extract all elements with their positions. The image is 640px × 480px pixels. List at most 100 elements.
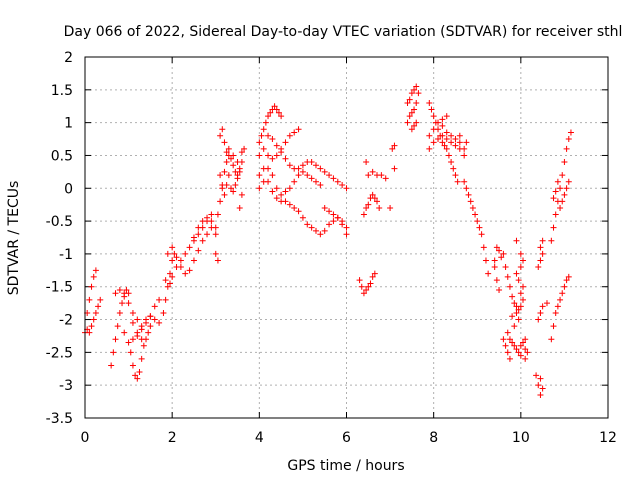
data-point bbox=[286, 132, 293, 139]
data-point bbox=[548, 336, 555, 343]
data-point bbox=[212, 231, 219, 238]
data-point bbox=[515, 306, 522, 313]
data-point bbox=[517, 290, 524, 297]
data-point bbox=[559, 290, 566, 297]
data-point bbox=[308, 159, 315, 166]
data-point bbox=[256, 152, 263, 159]
data-point bbox=[221, 191, 228, 198]
data-point bbox=[217, 172, 224, 179]
data-point bbox=[295, 172, 302, 179]
data-point bbox=[343, 185, 350, 192]
data-point bbox=[260, 145, 267, 152]
data-point bbox=[365, 201, 372, 208]
data-point bbox=[452, 172, 459, 179]
y-tick-label: -1.5 bbox=[46, 280, 73, 296]
data-point bbox=[550, 224, 557, 231]
data-point bbox=[511, 342, 518, 349]
data-point bbox=[326, 208, 333, 215]
data-point bbox=[524, 349, 531, 356]
data-point bbox=[125, 339, 132, 346]
data-point bbox=[151, 316, 158, 323]
data-point bbox=[513, 346, 520, 353]
data-point bbox=[269, 188, 276, 195]
data-point bbox=[367, 280, 374, 287]
data-point bbox=[164, 283, 171, 290]
data-point bbox=[378, 172, 385, 179]
data-point bbox=[369, 273, 376, 280]
data-point bbox=[565, 273, 572, 280]
data-point bbox=[260, 178, 267, 185]
data-point bbox=[511, 300, 518, 307]
data-point bbox=[443, 113, 450, 120]
data-point bbox=[151, 303, 158, 310]
x-tick-label: 10 bbox=[512, 430, 530, 446]
data-point bbox=[498, 254, 505, 261]
data-point bbox=[291, 129, 298, 136]
data-point bbox=[317, 165, 324, 172]
data-point bbox=[334, 214, 341, 221]
data-point bbox=[121, 329, 128, 336]
data-point bbox=[86, 329, 93, 336]
data-point bbox=[539, 385, 546, 392]
data-point bbox=[559, 172, 566, 179]
data-point bbox=[430, 139, 437, 146]
data-point bbox=[550, 195, 557, 202]
data-point bbox=[312, 162, 319, 169]
data-point bbox=[127, 349, 134, 356]
data-point bbox=[171, 250, 178, 257]
data-point bbox=[461, 178, 468, 185]
data-point bbox=[557, 185, 564, 192]
data-point bbox=[223, 181, 230, 188]
data-point bbox=[228, 155, 235, 162]
data-point bbox=[195, 247, 202, 254]
data-point bbox=[217, 198, 224, 205]
data-point bbox=[299, 214, 306, 221]
data-point bbox=[282, 188, 289, 195]
data-point bbox=[565, 136, 572, 143]
data-point bbox=[563, 145, 570, 152]
data-point bbox=[463, 185, 470, 192]
data-point bbox=[476, 224, 483, 231]
data-point bbox=[330, 218, 337, 225]
data-point bbox=[406, 96, 413, 103]
data-point bbox=[321, 227, 328, 234]
data-point bbox=[88, 283, 95, 290]
data-point bbox=[278, 191, 285, 198]
data-point bbox=[125, 300, 132, 307]
data-point bbox=[136, 369, 143, 376]
data-point bbox=[537, 257, 544, 264]
data-point bbox=[389, 145, 396, 152]
data-point bbox=[509, 313, 516, 320]
data-point bbox=[190, 257, 197, 264]
data-point bbox=[265, 132, 272, 139]
data-point bbox=[554, 303, 561, 310]
data-point bbox=[406, 113, 413, 120]
data-point bbox=[517, 342, 524, 349]
data-point bbox=[443, 145, 450, 152]
data-point bbox=[317, 181, 324, 188]
data-point bbox=[269, 155, 276, 162]
data-point bbox=[134, 375, 141, 382]
data-point bbox=[435, 119, 442, 126]
data-point bbox=[404, 99, 411, 106]
y-tick-label: 0.5 bbox=[51, 148, 73, 164]
data-point bbox=[502, 264, 509, 271]
data-point bbox=[404, 119, 411, 126]
data-point bbox=[260, 126, 267, 133]
data-point bbox=[225, 145, 232, 152]
data-point bbox=[443, 136, 450, 143]
data-point bbox=[561, 283, 568, 290]
x-tick-label: 4 bbox=[255, 430, 264, 446]
data-point bbox=[411, 122, 418, 129]
data-point bbox=[461, 145, 468, 152]
data-point bbox=[454, 178, 461, 185]
data-point bbox=[204, 231, 211, 238]
grid-lines bbox=[85, 57, 608, 418]
data-point bbox=[480, 244, 487, 251]
data-point bbox=[330, 211, 337, 218]
data-point bbox=[121, 293, 128, 300]
data-point bbox=[465, 191, 472, 198]
data-point bbox=[363, 159, 370, 166]
data-point bbox=[439, 132, 446, 139]
x-tick-label: 8 bbox=[429, 430, 438, 446]
